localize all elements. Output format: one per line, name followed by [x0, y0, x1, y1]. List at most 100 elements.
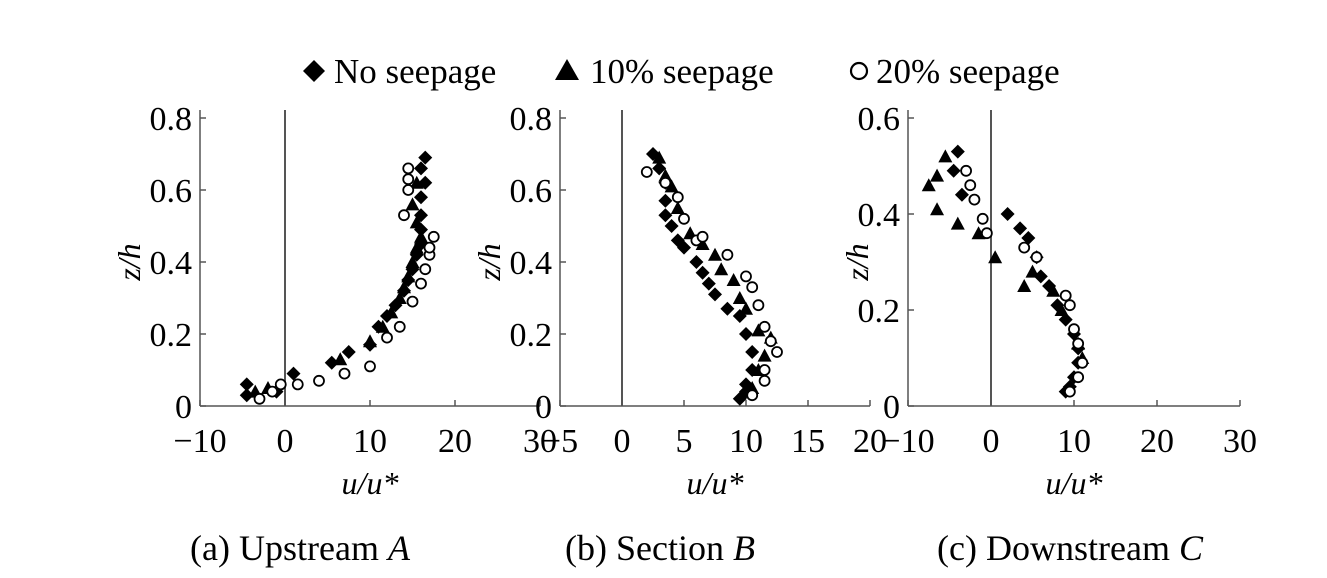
- panel-caption: (b) Section B: [565, 528, 755, 568]
- triangle-point: [757, 348, 772, 362]
- circle-point: [746, 281, 759, 294]
- diamond-point: [418, 150, 433, 165]
- circle-point: [402, 162, 415, 175]
- triangle-point: [384, 305, 399, 319]
- triangle-point: [708, 247, 722, 261]
- circle-point: [640, 166, 653, 178]
- y-tick-label: 0.4: [858, 197, 901, 234]
- diamond-point: [414, 161, 428, 176]
- x-tick-label: 30: [1223, 423, 1257, 460]
- diamond-point: [286, 366, 301, 381]
- circle-point: [313, 374, 325, 387]
- x-tick-label: 30: [523, 423, 557, 460]
- circle-point: [402, 184, 415, 196]
- panel-caption: (c) Downstream C: [937, 528, 1204, 568]
- y-tick-label: 0.8: [510, 101, 553, 138]
- circle-point: [398, 209, 410, 222]
- x-axis-title: u/u*: [1046, 465, 1103, 501]
- circle-point: [1018, 241, 1031, 254]
- x-tick-label: 10: [1057, 423, 1091, 460]
- circle-point: [274, 378, 287, 391]
- y-tick-label: 0: [883, 389, 900, 426]
- y-tick-label: 0.2: [510, 317, 553, 354]
- y-tick-label: 0.6: [858, 101, 901, 138]
- x-tick-label: 0: [277, 423, 294, 460]
- panel-1: 00.20.40.60.8−10 0 10 20 30u/u*z/h(a) Upstre…: [111, 101, 557, 568]
- circle-point: [980, 227, 993, 240]
- x-tick-label: 15: [791, 423, 825, 460]
- circle-point: [266, 385, 279, 398]
- triangle-point: [930, 202, 945, 216]
- circle-point: [364, 360, 376, 373]
- diamond-point: [652, 161, 667, 176]
- circle-point: [1068, 323, 1080, 336]
- circle-point: [406, 295, 419, 308]
- circle-point: [964, 179, 977, 192]
- triangle-point: [401, 269, 416, 283]
- y-tick-label: 0.2: [150, 317, 193, 354]
- circle-point: [1072, 337, 1085, 350]
- y-axis-title: z/h: [111, 243, 147, 281]
- diamond-point: [1000, 207, 1015, 221]
- triangle-point: [664, 179, 679, 193]
- y-tick-label: 0.4: [510, 245, 553, 282]
- y-tick-label: 0.8: [150, 101, 193, 138]
- caption-letter: A: [386, 528, 411, 568]
- diamond-point: [664, 219, 679, 233]
- circle-point: [671, 191, 684, 204]
- triangle-point: [333, 352, 348, 366]
- diamond-point: [324, 355, 339, 370]
- circle-point: [968, 193, 981, 206]
- circle-point: [696, 230, 709, 243]
- y-tick-label: 0.6: [510, 173, 553, 210]
- caption-text: (a) Upstream: [190, 528, 388, 568]
- triangle-point: [409, 215, 424, 229]
- diamond-point: [239, 377, 254, 392]
- triangle-point: [714, 262, 729, 276]
- panel-2: 00.20.40.60.8−5 0 5 10 15 20u/u*z/h(b) Sectio…: [471, 101, 887, 568]
- triangle-point: [938, 149, 953, 163]
- caption-text: (b) Section: [565, 528, 733, 568]
- triangle-point: [726, 273, 741, 286]
- diamond-point: [946, 163, 961, 178]
- circle-point: [402, 173, 415, 186]
- triangle-point: [409, 175, 424, 189]
- y-tick-label: 0.2: [858, 293, 901, 330]
- circle-point: [758, 320, 771, 333]
- triangle-point: [751, 323, 766, 337]
- triangle-point: [670, 201, 685, 214]
- circle-point: [338, 367, 351, 380]
- y-tick-label: 0.6: [150, 173, 193, 210]
- circle-point: [752, 299, 765, 312]
- circle-point: [1063, 385, 1076, 398]
- diamond-point: [739, 327, 753, 341]
- circle-point: [758, 374, 771, 387]
- circle-point: [393, 320, 406, 333]
- x-tick-label: 10: [729, 423, 763, 460]
- triangle-point: [414, 229, 428, 243]
- diamond-point: [950, 144, 965, 159]
- caption-text: (c) Downstream: [937, 528, 1179, 568]
- diamond-point: [677, 240, 691, 255]
- x-axis-title: u/u*: [342, 465, 399, 501]
- circle-point: [1072, 371, 1085, 384]
- triangle-point: [739, 301, 753, 315]
- circle-point: [1063, 299, 1076, 312]
- circle-point: [740, 270, 752, 283]
- diamond-point: [701, 276, 716, 291]
- triangle-point: [930, 168, 945, 182]
- diamond-point: [239, 388, 254, 403]
- y-tick-label: 0: [535, 389, 552, 426]
- circle-point: [1076, 356, 1089, 369]
- legend: No seepage 10% seepage 20% seepage: [303, 52, 1060, 91]
- x-tick-label: 0: [614, 423, 631, 460]
- y-axis-title: z/h: [839, 243, 875, 281]
- triangle-point: [1054, 303, 1069, 316]
- triangle-point: [921, 178, 936, 192]
- x-tick-label: 20: [438, 423, 472, 460]
- legend-marker-20-seepage: [849, 61, 869, 81]
- x-tick-label: 5: [676, 423, 693, 460]
- caption-letter: B: [733, 528, 755, 568]
- diamond-point: [658, 208, 673, 223]
- diamond-point: [1058, 312, 1073, 327]
